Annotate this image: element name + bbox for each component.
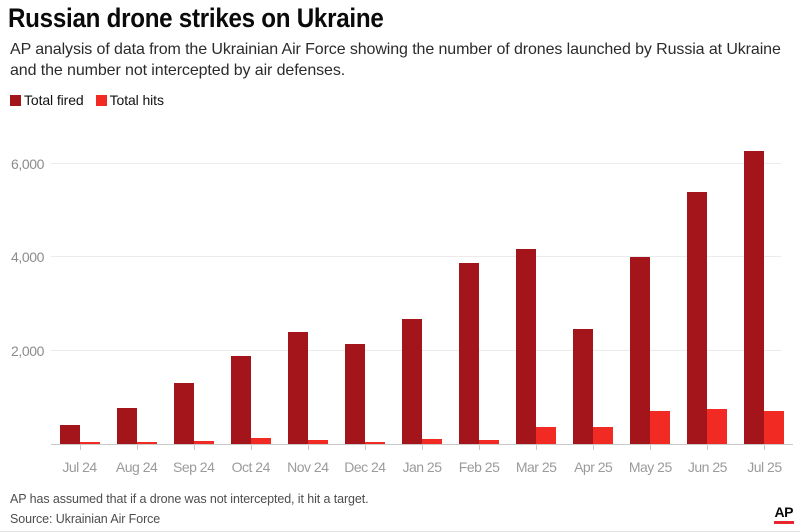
category-group-mar-25: Mar 25	[508, 144, 565, 475]
bar-hits-may-25	[650, 411, 671, 444]
x-axis-label: Jan 25	[402, 459, 442, 475]
x-axis-label: Jul 24	[62, 459, 97, 475]
bar-fired-dec-24	[344, 343, 365, 444]
footer-note: AP has assumed that if a drone was not i…	[10, 492, 369, 506]
bar-hits-jul-24	[79, 442, 100, 444]
category-group-dec-24: Dec 24	[336, 144, 393, 475]
ap-logo: AP	[774, 504, 794, 520]
bar-fired-jul-24	[59, 424, 80, 444]
bar-hits-feb-25	[479, 439, 500, 444]
page-title: Russian drone strikes on Ukraine	[8, 3, 384, 33]
y-axis-label: 2,000	[10, 342, 44, 359]
category-group-sep-24: Sep 24	[165, 144, 222, 475]
bar-hits-nov-24	[307, 440, 328, 444]
bar-fired-oct-24	[230, 356, 251, 444]
legend: Total fired Total hits	[10, 92, 164, 108]
gridline-6000	[51, 163, 781, 165]
y-axis-label: 4,000	[10, 249, 44, 266]
x-axis-tick	[79, 444, 81, 450]
category-group-jul-24: Jul 24	[51, 144, 108, 475]
bar-fired-aug-24	[116, 407, 137, 444]
bar-fired-mar-25	[516, 248, 537, 444]
x-axis-tick	[250, 444, 252, 450]
bar-hits-jun-25	[707, 409, 728, 444]
bar-chart-plot-area: 2,000 4,000 6,000 Jul 24 Aug 24 Sep 24 Oct 24 N…	[11, 144, 793, 475]
bar-hits-apr-25	[593, 426, 614, 444]
legend-label: Total fired	[24, 92, 84, 108]
x-axis-label: Oct 24	[231, 459, 271, 475]
bar-hits-oct-24	[250, 438, 271, 444]
bar-hits-jul-25	[764, 411, 785, 444]
category-group-jan-25: Jan 25	[393, 144, 450, 475]
x-axis-tick	[364, 444, 366, 450]
y-axis-label: 6,000	[10, 156, 44, 173]
x-axis-label: Apr 25	[574, 459, 613, 475]
gridline-4000	[51, 256, 781, 258]
x-axis-tick	[650, 444, 652, 450]
category-group-may-25: May 25	[622, 144, 679, 475]
legend-swatch-icon	[95, 94, 107, 106]
legend-item: Total hits	[95, 92, 164, 108]
x-axis-label: Dec 24	[344, 459, 386, 475]
x-axis-label: Sep 24	[172, 459, 215, 475]
x-axis-label: Feb 25	[458, 459, 500, 475]
bar-hits-sep-24	[193, 440, 214, 444]
x-axis-tick	[421, 444, 423, 450]
bar-fired-jun-25	[687, 192, 708, 444]
bar-fired-may-25	[630, 257, 651, 444]
category-group-nov-24: Nov 24	[279, 144, 336, 475]
category-group-jul-25: Jul 25	[736, 144, 793, 475]
x-axis-tick	[193, 444, 195, 450]
bar-hits-mar-25	[536, 427, 557, 444]
x-axis-tick	[307, 444, 309, 450]
legend-label: Total hits	[109, 92, 164, 108]
source-credit: Source: Ukrainian Air Force	[10, 512, 161, 526]
bar-fired-jan-25	[401, 319, 422, 444]
bar-fired-apr-25	[573, 329, 594, 444]
x-axis-tick	[764, 444, 766, 450]
bar-fired-sep-24	[173, 383, 194, 444]
x-axis-tick	[593, 444, 595, 450]
bar-fired-feb-25	[459, 263, 480, 444]
x-axis-label: Aug 24	[115, 459, 158, 475]
category-group-feb-25: Feb 25	[451, 144, 508, 475]
x-axis-label: Jun 25	[687, 459, 728, 475]
x-axis-label: Nov 24	[287, 459, 329, 475]
bar-hits-jan-25	[421, 439, 442, 444]
bar-hits-aug-24	[136, 441, 157, 444]
bar-fired-nov-24	[287, 332, 308, 444]
category-group-jun-25: Jun 25	[679, 144, 736, 475]
category-group-aug-24: Aug 24	[108, 144, 165, 475]
category-group-apr-25: Apr 25	[565, 144, 622, 475]
x-axis-tick	[479, 444, 481, 450]
x-axis-tick	[707, 444, 709, 450]
x-axis-tick	[536, 444, 538, 450]
legend-swatch-icon	[10, 94, 21, 106]
x-axis-label: May 25	[628, 459, 672, 475]
bar-fired-jul-25	[744, 151, 765, 444]
chart-subtitle: AP analysis of data from the Ukrainian A…	[10, 41, 781, 79]
ap-logo-underline	[774, 521, 794, 524]
bar-hits-dec-24	[364, 442, 385, 444]
x-axis-tick	[136, 444, 138, 450]
category-group-oct-24: Oct 24	[222, 144, 279, 475]
x-axis-label: Mar 25	[515, 459, 557, 475]
legend-item: Total fired	[10, 92, 84, 108]
x-axis-label: Jul 25	[747, 459, 782, 475]
